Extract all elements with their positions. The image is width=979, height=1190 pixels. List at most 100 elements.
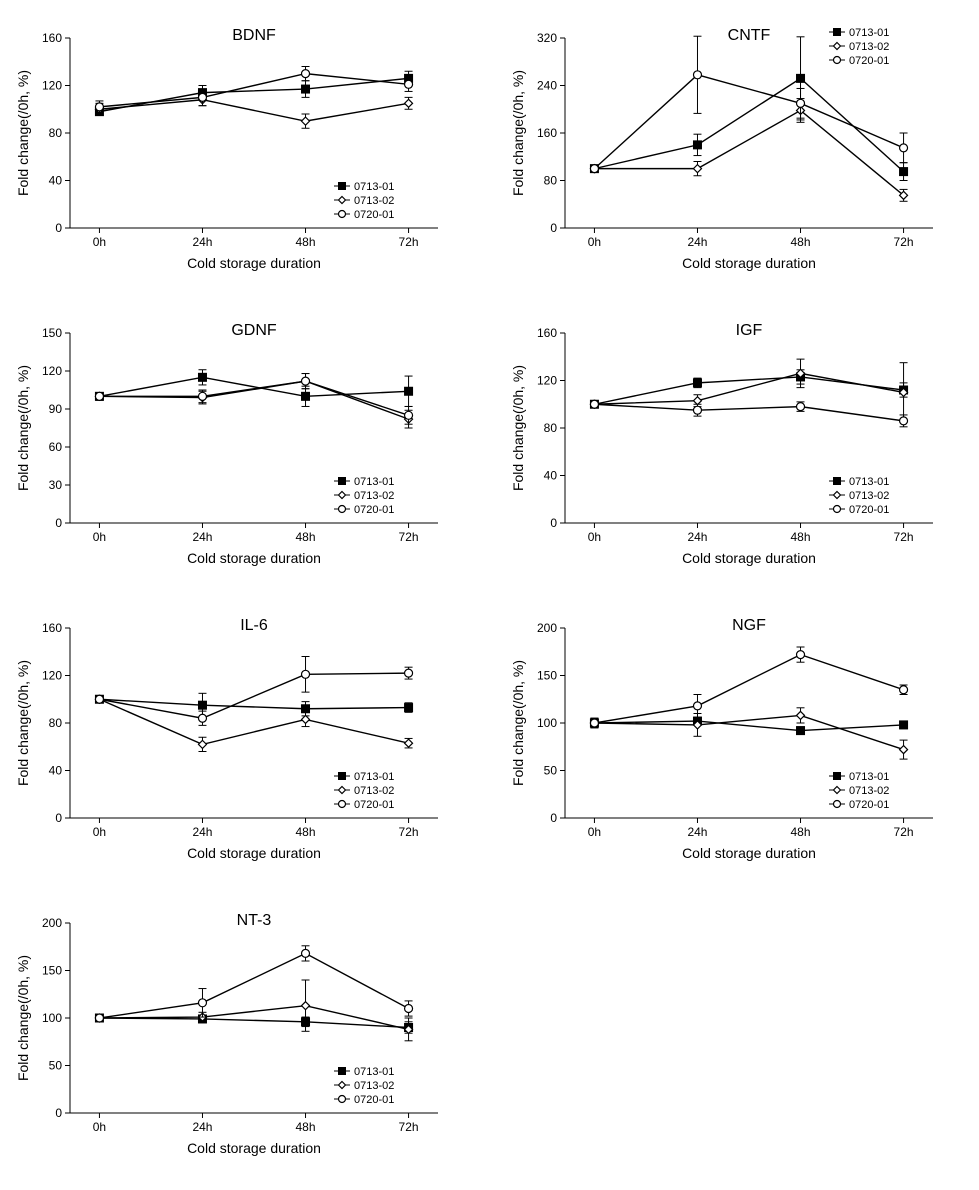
legend-item: 0713-01 bbox=[829, 771, 889, 783]
y-tick-label: 80 bbox=[543, 174, 557, 188]
x-tick-label: 48h bbox=[296, 530, 316, 544]
series-line bbox=[594, 75, 903, 169]
series-line bbox=[594, 377, 903, 404]
chart-title: NGF bbox=[732, 617, 766, 634]
legend-item: 0720-01 bbox=[829, 799, 889, 811]
x-tick-label: 0h bbox=[93, 825, 106, 839]
chart-svg: 040801201600h24h48h72hCold storage durat… bbox=[10, 20, 450, 280]
legend-label: 0720-01 bbox=[354, 1094, 394, 1106]
y-tick-label: 120 bbox=[42, 79, 62, 93]
legend-label: 0720-01 bbox=[354, 799, 394, 811]
series-line bbox=[594, 715, 903, 749]
x-tick-label: 48h bbox=[296, 825, 316, 839]
y-tick-label: 240 bbox=[536, 79, 556, 93]
chart-title: GDNF bbox=[231, 322, 277, 339]
legend-label: 0713-01 bbox=[849, 771, 889, 783]
x-tick-label: 24h bbox=[687, 235, 707, 249]
y-tick-label: 40 bbox=[543, 469, 557, 483]
y-tick-label: 160 bbox=[42, 621, 62, 635]
legend-item: 0720-01 bbox=[334, 504, 394, 516]
x-axis-label: Cold storage duration bbox=[682, 550, 816, 566]
legend-item: 0713-01 bbox=[334, 1066, 394, 1078]
legend-label: 0713-01 bbox=[354, 476, 394, 488]
series-line bbox=[594, 655, 903, 723]
y-axis-label: Fold change(/0h, %) bbox=[15, 955, 31, 1081]
legend-item: 0720-01 bbox=[829, 504, 889, 516]
y-tick-label: 80 bbox=[49, 126, 63, 140]
legend-item: 0713-02 bbox=[334, 785, 394, 797]
legend-label: 0720-01 bbox=[849, 504, 889, 516]
chart-panel: 040801201600h24h48h72hCold storage durat… bbox=[10, 610, 450, 875]
chart-panel: 040801201600h24h48h72hCold storage durat… bbox=[505, 315, 945, 580]
chart-title: IGF bbox=[735, 322, 762, 339]
y-tick-label: 30 bbox=[49, 478, 63, 492]
y-tick-label: 120 bbox=[42, 364, 62, 378]
y-tick-label: 40 bbox=[49, 174, 63, 188]
y-axis-label: Fold change(/0h, %) bbox=[510, 660, 526, 786]
chart-svg: 0801602403200h24h48h72hCold storage dura… bbox=[505, 20, 945, 280]
x-tick-label: 24h bbox=[687, 530, 707, 544]
y-tick-label: 50 bbox=[49, 1059, 63, 1073]
legend-label: 0713-01 bbox=[354, 1066, 394, 1078]
x-tick-label: 48h bbox=[790, 530, 810, 544]
y-tick-label: 120 bbox=[536, 374, 556, 388]
y-axis-label: Fold change(/0h, %) bbox=[510, 70, 526, 196]
y-axis-label: Fold change(/0h, %) bbox=[15, 365, 31, 491]
x-tick-label: 72h bbox=[893, 235, 913, 249]
chart-title: BDNF bbox=[232, 27, 276, 44]
y-axis-label: Fold change(/0h, %) bbox=[510, 365, 526, 491]
legend-item: 0713-01 bbox=[829, 476, 889, 488]
chart-panel: 040801201600h24h48h72hCold storage durat… bbox=[10, 20, 450, 285]
legend-label: 0720-01 bbox=[354, 209, 394, 221]
x-tick-label: 24h bbox=[192, 235, 212, 249]
y-tick-label: 90 bbox=[49, 402, 63, 416]
series-line bbox=[99, 377, 408, 396]
chart-svg: 040801201600h24h48h72hCold storage durat… bbox=[505, 315, 945, 575]
y-tick-label: 0 bbox=[550, 221, 557, 235]
y-tick-label: 100 bbox=[42, 1011, 62, 1025]
legend-label: 0720-01 bbox=[354, 504, 394, 516]
y-tick-label: 160 bbox=[42, 31, 62, 45]
figure-page: 0 40 80 120 160 0h 24h 48h 72h Cold storage durat… bbox=[0, 0, 979, 1190]
y-tick-label: 40 bbox=[49, 764, 63, 778]
chart-title: CNTF bbox=[727, 27, 770, 44]
x-axis-label: Cold storage duration bbox=[187, 255, 321, 271]
legend-item: 0713-01 bbox=[334, 181, 394, 193]
series-line bbox=[594, 110, 903, 195]
y-tick-label: 320 bbox=[536, 31, 556, 45]
legend-label: 0713-02 bbox=[354, 195, 394, 207]
series-line bbox=[594, 373, 903, 404]
series-line bbox=[99, 1006, 408, 1030]
legend-item: 0713-02 bbox=[334, 195, 394, 207]
legend-item: 0720-01 bbox=[829, 55, 889, 67]
y-tick-label: 200 bbox=[536, 621, 556, 635]
charts-grid: 0 40 80 120 160 0h 24h 48h 72h Cold storage durat… bbox=[10, 20, 969, 1170]
legend-item: 0720-01 bbox=[334, 209, 394, 221]
y-tick-label: 200 bbox=[42, 916, 62, 930]
series-line bbox=[99, 78, 408, 111]
legend-label: 0720-01 bbox=[849, 55, 889, 67]
x-tick-label: 48h bbox=[790, 235, 810, 249]
x-tick-label: 72h bbox=[893, 530, 913, 544]
legend-label: 0713-02 bbox=[354, 785, 394, 797]
x-tick-label: 0h bbox=[587, 530, 600, 544]
x-tick-label: 24h bbox=[687, 825, 707, 839]
legend-label: 0713-01 bbox=[849, 27, 889, 39]
legend-label: 0713-01 bbox=[354, 181, 394, 193]
y-tick-label: 0 bbox=[55, 221, 62, 235]
x-axis-label: Cold storage duration bbox=[187, 550, 321, 566]
legend-item: 0713-01 bbox=[334, 771, 394, 783]
y-tick-label: 0 bbox=[55, 516, 62, 530]
series-line bbox=[594, 721, 903, 731]
y-tick-label: 80 bbox=[49, 716, 63, 730]
y-tick-label: 60 bbox=[49, 440, 63, 454]
y-axis-label: Fold change(/0h, %) bbox=[15, 70, 31, 196]
y-tick-label: 150 bbox=[536, 669, 556, 683]
chart-svg: 040801201600h24h48h72hCold storage durat… bbox=[10, 610, 450, 870]
chart-title: IL-6 bbox=[240, 617, 268, 634]
legend-item: 0713-02 bbox=[334, 490, 394, 502]
y-tick-label: 100 bbox=[536, 716, 556, 730]
legend-item: 0713-02 bbox=[334, 1080, 394, 1092]
chart-svg: 03060901201500h24h48h72hCold storage dur… bbox=[10, 315, 450, 575]
x-tick-label: 48h bbox=[790, 825, 810, 839]
